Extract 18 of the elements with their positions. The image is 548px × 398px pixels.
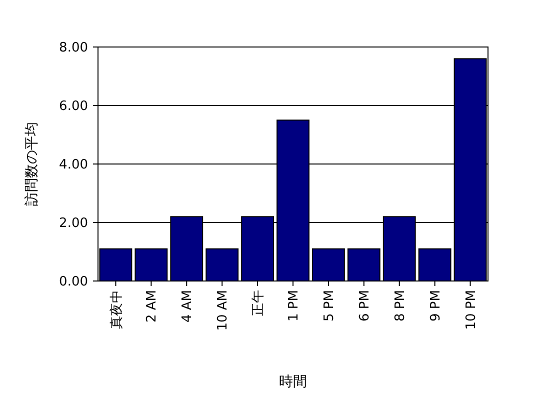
x-tick-label: 10 PM	[464, 290, 479, 330]
y-tick-label: 2.00	[59, 216, 88, 232]
y-tick-label: 8.00	[59, 40, 88, 56]
x-tick-label: 8 PM	[392, 290, 408, 322]
x-tick-label: 9 PM	[428, 290, 444, 322]
y-tick-label: 4.00	[59, 158, 88, 173]
x-axis-title: 時間	[279, 374, 307, 390]
x-tick-label: 正午	[251, 290, 266, 316]
x-tick-label: 真夜中	[108, 290, 124, 329]
x-tick-label: 2 AM	[144, 290, 160, 323]
y-axis-title: 訪問数の平均	[24, 122, 40, 206]
x-tick-label: 10 AM	[216, 290, 231, 331]
y-tick-label: 6.00	[59, 99, 88, 114]
y-tick-label: 0.00	[59, 274, 88, 290]
x-tick-label: 1 PM	[286, 290, 302, 322]
x-tick-label: 4 AM	[180, 290, 196, 323]
x-tick-label: 6 PM	[357, 290, 372, 322]
x-tick-label: 5 PM	[322, 290, 338, 322]
